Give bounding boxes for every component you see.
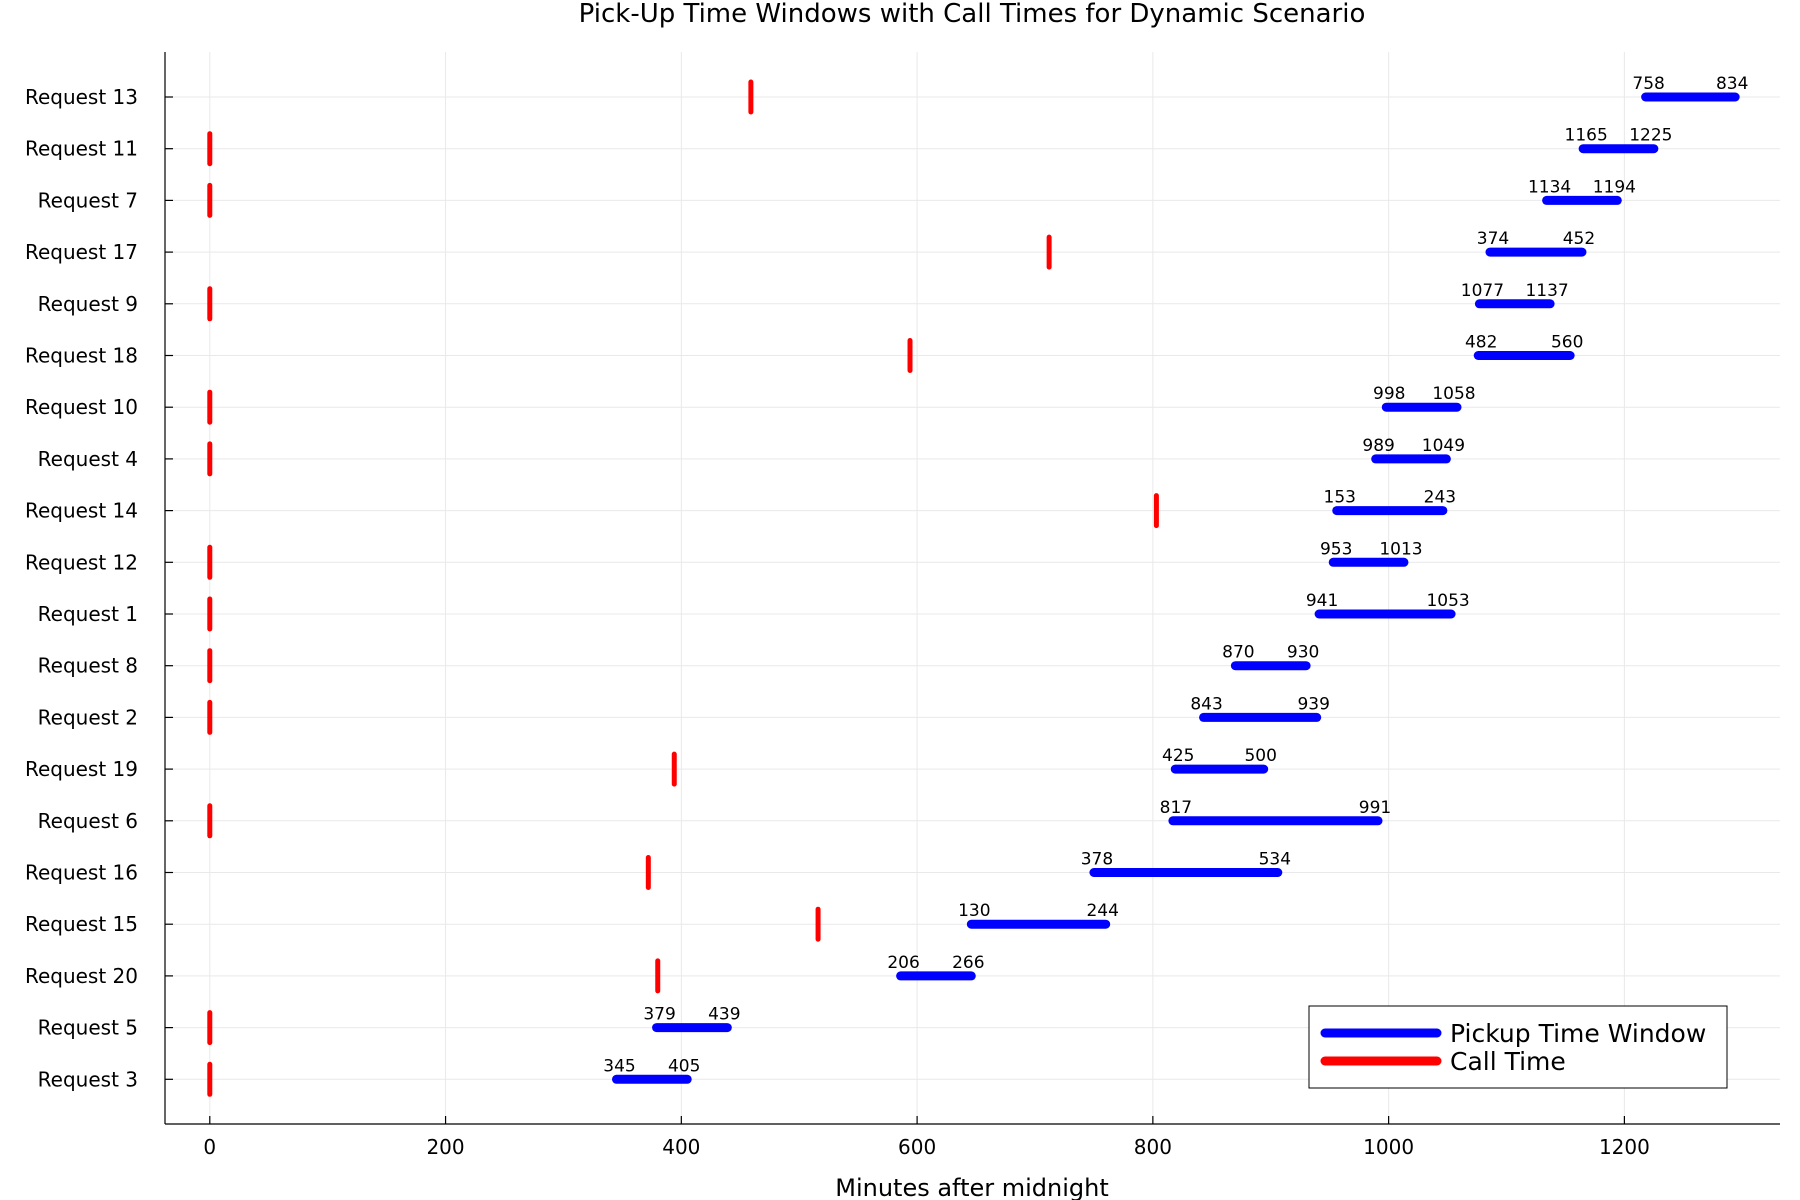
window-start-label: 989: [1362, 436, 1394, 456]
window-start-label: 998: [1373, 384, 1405, 404]
window-start-label: 1165: [1565, 126, 1608, 146]
window-end-label: 939: [1297, 694, 1329, 714]
window-end-label: 1137: [1525, 281, 1568, 301]
window-start-label: 130: [958, 901, 990, 921]
y-tick-label: Request 11: [25, 137, 138, 161]
y-tick-label: Request 16: [25, 861, 138, 885]
y-tick-label: Request 20: [25, 964, 138, 988]
y-tick-label: Request 9: [38, 292, 138, 316]
window-end-label: 1194: [1593, 177, 1636, 197]
window-end-label: 266: [952, 953, 984, 973]
y-tick-label: Request 14: [25, 499, 138, 523]
window-end-label: 405: [668, 1056, 700, 1076]
y-tick-label: Request 5: [38, 1016, 138, 1040]
window-start-label: 378: [1081, 850, 1113, 870]
y-tick-label: Request 19: [25, 757, 138, 781]
window-end-label: 500: [1244, 746, 1276, 766]
x-tick-label: 1000: [1363, 1135, 1414, 1159]
y-tick-label: Request 10: [25, 395, 138, 419]
window-start-label: 153: [1324, 488, 1356, 508]
window-start-label: 345: [603, 1056, 635, 1076]
window-start-label: 1077: [1461, 281, 1504, 301]
window-bars: [611, 92, 1740, 1084]
y-tick-label: Request 8: [38, 654, 138, 678]
y-tick-label: Request 6: [38, 809, 138, 833]
x-tick-label: 800: [1134, 1135, 1172, 1159]
legend-window-label: Pickup Time Window: [1450, 1019, 1706, 1048]
window-end-label: 244: [1086, 901, 1118, 921]
window-start-label: 843: [1190, 694, 1222, 714]
window-start-label: 206: [887, 953, 919, 973]
x-tick-label: 600: [898, 1135, 936, 1159]
y-tick-label: Request 12: [25, 550, 138, 574]
x-tick-label: 0: [203, 1135, 216, 1159]
window-start-label: 374: [1477, 229, 1509, 249]
window-start-label: 758: [1632, 74, 1664, 94]
window-end-label: 1053: [1426, 591, 1469, 611]
window-end-label: 1049: [1422, 436, 1465, 456]
window-start-label: 482: [1465, 333, 1497, 353]
y-tick-label: Request 7: [38, 188, 138, 212]
call-marks: [207, 79, 1159, 1097]
y-tick-label: Request 15: [25, 912, 138, 936]
y-tick-label: Request 13: [25, 85, 138, 109]
window-end-label: 534: [1259, 850, 1291, 870]
window-start-label: 425: [1162, 746, 1194, 766]
window-end-label: 243: [1424, 488, 1456, 508]
window-end-label: 930: [1287, 643, 1319, 663]
window-start-label: 379: [643, 1005, 675, 1025]
y-tick-label: Request 3: [38, 1067, 138, 1091]
x-tick-label: 400: [662, 1135, 700, 1159]
legend: Pickup Time Window Call Time: [1308, 1005, 1728, 1089]
window-end-label: 991: [1359, 798, 1391, 818]
window-end-label: 1013: [1379, 539, 1422, 559]
window-end-label: 452: [1563, 229, 1595, 249]
window-end-label: 439: [708, 1005, 740, 1025]
data-labels: 758 834 1165 1225 1134 1194 374 452 1077 1137 482 5…: [603, 74, 1748, 1076]
window-end-label: 834: [1716, 74, 1748, 94]
y-tick-label: Request 4: [38, 447, 138, 471]
window-end-label: 1225: [1629, 126, 1672, 146]
legend-box: [1308, 1005, 1728, 1089]
window-start-label: 870: [1222, 643, 1254, 663]
y-tick-label: Request 1: [38, 602, 138, 626]
legend-call-label: Call Time: [1450, 1047, 1566, 1076]
window-start-label: 817: [1160, 798, 1192, 818]
window-start-label: 1134: [1528, 177, 1571, 197]
window-start-label: 941: [1306, 591, 1338, 611]
y-tick-layer: Request 13 Request 11 Request 7 Request 17 R…: [25, 85, 173, 1091]
y-tick-label: Request 18: [25, 344, 138, 368]
axes-layer: [164, 52, 1780, 1125]
y-tick-label: Request 2: [38, 705, 138, 729]
x-axis-label: Minutes after midnight: [835, 1174, 1109, 1200]
window-start-label: 953: [1320, 539, 1352, 559]
y-tick-label: Request 17: [25, 240, 138, 264]
chart-title: Pick-Up Time Windows with Call Times for…: [579, 0, 1366, 29]
window-end-label: 1058: [1432, 384, 1475, 404]
x-tick-layer: 0 200 400 600 800 1000 1200: [203, 1116, 1650, 1159]
x-tick-label: 200: [426, 1135, 464, 1159]
window-end-label: 560: [1551, 333, 1583, 353]
x-tick-label: 1200: [1599, 1135, 1650, 1159]
